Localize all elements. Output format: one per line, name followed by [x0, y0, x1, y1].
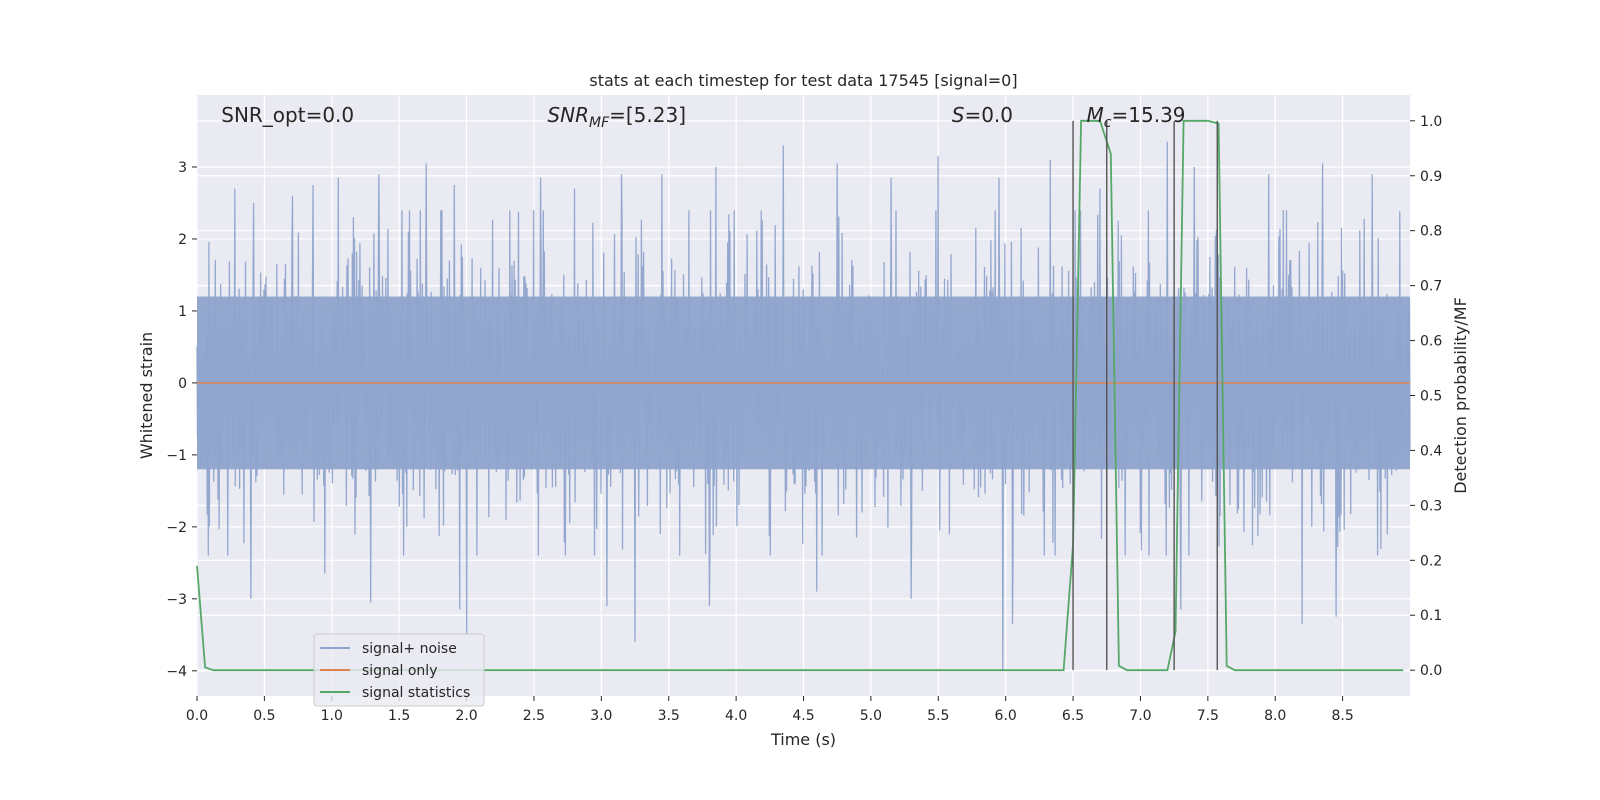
annotation-label: S=0.0 [952, 103, 1013, 127]
chart-title: stats at each timestep for test data 175… [589, 71, 1017, 90]
x-tick-label: 7.0 [1129, 708, 1151, 724]
legend-label-signal-statistics: signal statistics [362, 685, 470, 701]
y2-tick-label: 0.5 [1420, 389, 1442, 405]
y2-axis-label: Detection probability/MF [1451, 297, 1470, 494]
legend-label-signal-noise: signal+ noise [362, 641, 457, 657]
y-tick-label: 0 [178, 376, 187, 392]
x-tick-label: 4.5 [792, 708, 814, 724]
x-tick-label: 5.0 [860, 708, 882, 724]
y-tick-label: −3 [166, 592, 187, 608]
x-tick-label: 5.5 [927, 708, 949, 724]
y2-tick-label: 0.3 [1420, 498, 1442, 514]
x-tick-label: 2.0 [455, 708, 477, 724]
axes: 0.0 0.5 1.0 1.5 2.0 2.5 3.0 3.5 4.0 4.5 5.0 5.5 6.0 6… [166, 114, 1442, 724]
y2-tick-label: 0.8 [1420, 224, 1442, 240]
x-tick-label: 1.5 [388, 708, 410, 724]
y-tick-label: 3 [178, 160, 187, 176]
x-tick-label: 0.5 [253, 708, 275, 724]
x-tick-label: 6.5 [1062, 708, 1084, 724]
legend-box [313, 633, 485, 707]
y2-tick-label: 0.0 [1420, 663, 1442, 679]
legend-label-signal-only: signal only [362, 663, 437, 679]
x-tick-label: 8.5 [1331, 708, 1353, 724]
annotation-label: Mc=15.39 [1087, 103, 1186, 131]
annotation-label: SNRMF=[5.23] [547, 103, 686, 131]
x-tick-label: 0.0 [186, 708, 208, 724]
annotation-label: SNR_opt=0.0 [221, 103, 354, 127]
annotations: SNR_opt=0.0 SNRMF=[5.23] S=0.0 Mc=15.39 [221, 103, 1185, 131]
x-axis-label: Time (s) [770, 730, 836, 749]
y2-tick-label: 0.4 [1420, 443, 1442, 459]
x-tick-label: 7.5 [1197, 708, 1219, 724]
x-tick-label: 3.5 [658, 708, 680, 724]
noise-line [196, 141, 1411, 671]
y2-tick-label: 0.2 [1420, 553, 1442, 569]
x-tick-label: 2.5 [523, 708, 545, 724]
vertical-markers [1072, 120, 1218, 671]
x-tick-label: 6.0 [995, 708, 1017, 724]
x-tick-label: 1.0 [321, 708, 343, 724]
x-tick-label: 8.0 [1264, 708, 1286, 724]
x-tick-label: 4.0 [725, 708, 747, 724]
y-tick-label: −4 [166, 664, 187, 680]
y-tick-label: −2 [166, 520, 187, 536]
legend: signal+ noise signal only signal statist… [313, 633, 485, 707]
y2-tick-label: 1.0 [1420, 114, 1442, 130]
y-tick-label: −1 [166, 448, 187, 464]
y2-tick-label: 0.6 [1420, 334, 1442, 350]
y-axis-label: Whitened strain [137, 332, 156, 459]
y-tick-label: 2 [178, 232, 187, 248]
y-tick-label: 1 [178, 304, 187, 320]
y2-tick-label: 0.9 [1420, 169, 1442, 185]
x-tick-label: 3.0 [590, 708, 612, 724]
y2-tick-label: 0.7 [1420, 279, 1442, 295]
y2-tick-label: 0.1 [1420, 608, 1442, 624]
